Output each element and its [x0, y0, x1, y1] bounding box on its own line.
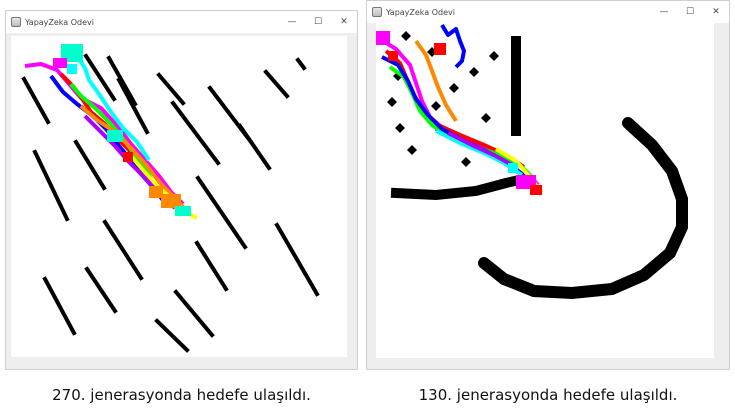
agent-paths: [378, 23, 544, 195]
left-titlebar[interactable]: YapayZeka Odevi — ☐ ✕: [6, 11, 357, 33]
left-window: YapayZeka Odevi — ☐ ✕: [5, 10, 358, 370]
java-app-icon: [372, 7, 382, 17]
maximize-button[interactable]: ☐: [313, 17, 323, 27]
close-button[interactable]: ✕: [340, 17, 348, 27]
right-caption: 130. jenerasyonda hedefe ulaşıldı.: [418, 386, 678, 404]
left-simulation-canvas: [11, 36, 347, 357]
obstacle-lines: [21, 53, 320, 353]
start-cluster: [53, 44, 191, 216]
java-app-icon: [11, 17, 21, 27]
obstacle-dots: [387, 31, 499, 167]
right-simulation-canvas: [376, 21, 714, 358]
right-window: YapayZeka Odevi — ☐ ✕: [366, 0, 730, 370]
start-cluster: [376, 31, 542, 195]
minimize-button[interactable]: —: [287, 17, 297, 27]
obstacle-walls: [390, 36, 688, 300]
window-title: YapayZeka Odevi: [386, 7, 455, 17]
minimize-button[interactable]: —: [659, 7, 669, 17]
right-titlebar[interactable]: YapayZeka Odevi — ☐ ✕: [367, 1, 729, 23]
maximize-button[interactable]: ☐: [685, 7, 695, 17]
close-button[interactable]: ✕: [712, 7, 720, 17]
window-title: YapayZeka Odevi: [25, 17, 94, 27]
left-caption: 270. jenerasyonda hedefe ulaşıldı.: [52, 386, 311, 404]
